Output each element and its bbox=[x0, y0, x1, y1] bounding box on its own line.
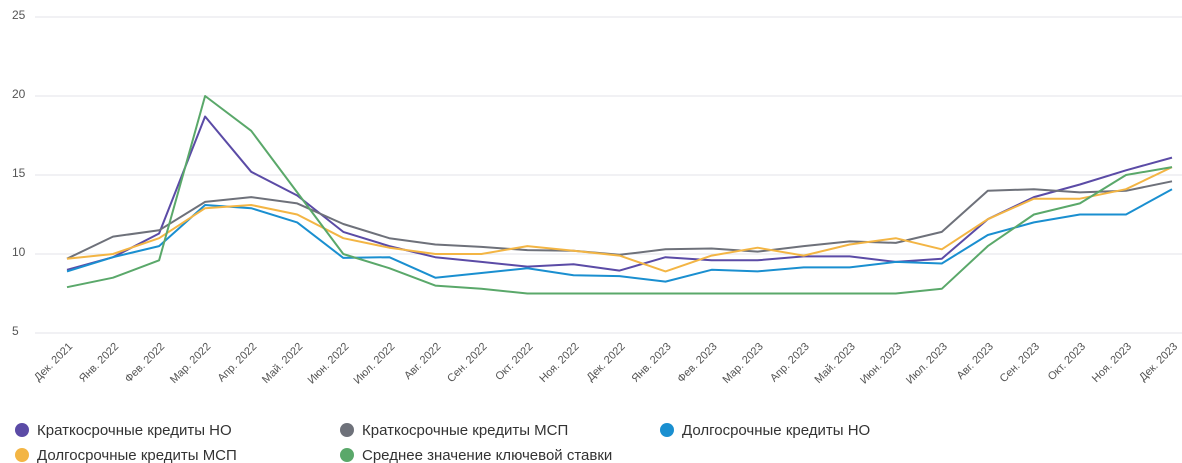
y-tick-label: 10 bbox=[12, 245, 26, 259]
x-tick-label: Апр. 2023 bbox=[768, 341, 812, 385]
series-line bbox=[66, 180, 1173, 260]
x-tick-label: Июн. 2022 bbox=[306, 341, 352, 387]
legend-label: Долгосрочные кредиты НО bbox=[682, 422, 870, 439]
x-tick-label: Фев. 2022 bbox=[123, 341, 167, 385]
x-tick-label: Дек. 2021 bbox=[32, 341, 75, 384]
legend-marker bbox=[660, 423, 674, 437]
x-tick-label: Авг. 2022 bbox=[402, 341, 443, 382]
x-tick-label: Янв. 2023 bbox=[630, 341, 674, 385]
x-tick-label: Фев. 2023 bbox=[675, 341, 719, 385]
series-line bbox=[66, 115, 1173, 272]
x-tick-label: Июл. 2022 bbox=[352, 341, 398, 387]
legend-label: Среднее значение ключевой ставки bbox=[362, 447, 612, 463]
x-tick-label: Окт. 2023 bbox=[1046, 341, 1088, 383]
legend-marker bbox=[340, 448, 354, 462]
x-tick-label: Июн. 2023 bbox=[858, 341, 904, 387]
x-tick-label: Ноя. 2023 bbox=[1090, 341, 1134, 385]
x-tick-label: Дек. 2023 bbox=[1137, 341, 1180, 384]
x-tick-label: Окт. 2022 bbox=[493, 341, 535, 383]
x-tick-label: Мар. 2023 bbox=[720, 341, 765, 386]
x-tick-label: Апр. 2022 bbox=[216, 341, 260, 385]
legend-marker bbox=[15, 448, 29, 462]
x-tick-label: Май. 2022 bbox=[260, 341, 305, 386]
x-tick-label: Май. 2023 bbox=[813, 341, 858, 386]
legend-label: Долгосрочные кредиты МСП bbox=[37, 447, 237, 463]
y-tick-label: 20 bbox=[12, 87, 26, 101]
y-tick-label: 5 bbox=[12, 324, 19, 338]
x-tick-label: Авг. 2023 bbox=[955, 341, 996, 382]
y-tick-label: 15 bbox=[12, 166, 26, 180]
x-tick-label: Сен. 2023 bbox=[998, 341, 1042, 385]
legend-marker bbox=[340, 423, 354, 437]
x-tick-label: Сен. 2022 bbox=[445, 341, 489, 385]
series-line bbox=[66, 166, 1173, 273]
legend-label: Краткосрочные кредиты МСП bbox=[362, 422, 568, 439]
legend-marker bbox=[15, 423, 29, 437]
series-line bbox=[66, 188, 1173, 283]
x-tick-label: Дек. 2022 bbox=[585, 341, 628, 384]
x-tick-label: Янв. 2022 bbox=[77, 341, 121, 385]
x-tick-label: Ноя. 2022 bbox=[537, 341, 581, 385]
x-tick-label: Июл. 2023 bbox=[904, 341, 950, 387]
series-line bbox=[66, 95, 1173, 295]
y-tick-label: 25 bbox=[12, 8, 26, 22]
legend-label: Краткосрочные кредиты НО bbox=[37, 422, 232, 439]
x-tick-label: Мар. 2022 bbox=[168, 341, 213, 386]
